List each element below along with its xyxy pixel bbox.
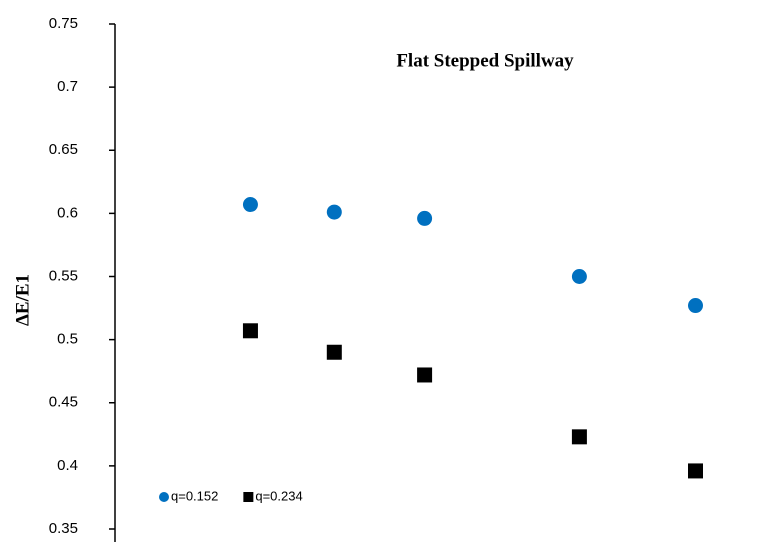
y-tick-label: 0.65 xyxy=(49,141,78,158)
point xyxy=(571,269,587,284)
y-tick-label: 0.35 xyxy=(49,520,78,537)
point xyxy=(417,367,433,383)
y-tick-label: 0.5 xyxy=(57,331,78,348)
point xyxy=(571,429,587,445)
y-tick-label: 0.45 xyxy=(49,394,78,411)
y-axis-label: ΔE/E1 xyxy=(12,274,33,326)
y-tick-label: 0.55 xyxy=(49,267,78,284)
point xyxy=(417,210,433,226)
point xyxy=(242,197,258,213)
point xyxy=(688,298,703,314)
chart-title: Flat Stepped Spillway xyxy=(396,50,574,71)
legend-label: q=0.152 xyxy=(171,488,218,503)
y-tick-label: 0.7 xyxy=(57,78,78,95)
point xyxy=(242,323,258,339)
y-tick-label: 0.6 xyxy=(57,204,78,221)
legend-label: q=0.234 xyxy=(255,488,302,503)
y-tick-label: 0.75 xyxy=(49,15,78,32)
legend-symbol xyxy=(243,492,254,502)
point xyxy=(326,344,342,360)
point xyxy=(326,204,342,220)
legend-symbol xyxy=(159,492,169,502)
point xyxy=(688,463,703,479)
y-tick-label: 0.4 xyxy=(57,457,78,474)
